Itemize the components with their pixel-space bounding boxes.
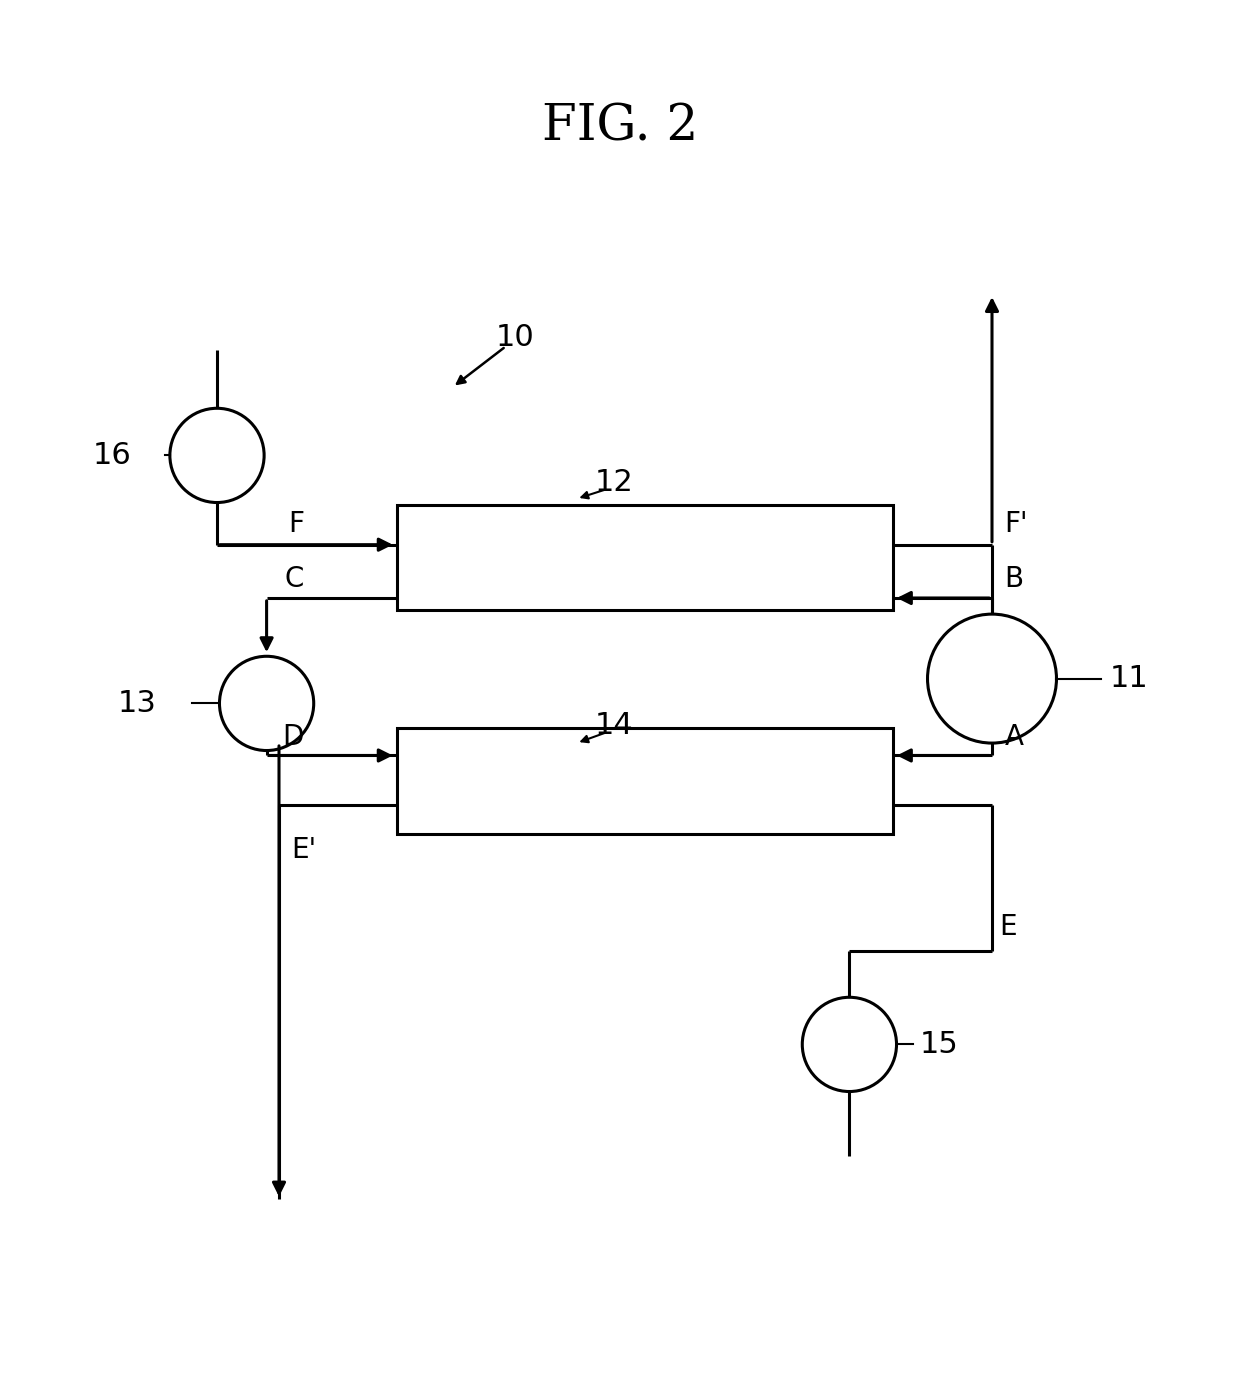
Text: 15: 15	[920, 1030, 959, 1059]
Text: 10: 10	[495, 323, 534, 352]
Text: 13: 13	[118, 688, 156, 717]
Text: B: B	[1004, 565, 1023, 593]
Text: 16: 16	[93, 441, 131, 470]
Text: E: E	[999, 914, 1017, 941]
Text: 14: 14	[594, 712, 634, 741]
Text: A: A	[1004, 723, 1023, 750]
Circle shape	[219, 656, 314, 750]
Circle shape	[928, 614, 1056, 744]
Bar	[397, 504, 893, 611]
Text: FIG. 2: FIG. 2	[542, 102, 698, 152]
Text: F': F'	[1004, 510, 1028, 539]
Text: F: F	[288, 510, 304, 539]
Text: 12: 12	[594, 468, 634, 498]
Bar	[397, 728, 893, 833]
Circle shape	[802, 998, 897, 1092]
Circle shape	[170, 408, 264, 503]
Text: 11: 11	[1110, 665, 1148, 694]
Text: D: D	[283, 723, 304, 750]
Text: C: C	[284, 565, 304, 593]
Text: E': E'	[291, 836, 316, 864]
